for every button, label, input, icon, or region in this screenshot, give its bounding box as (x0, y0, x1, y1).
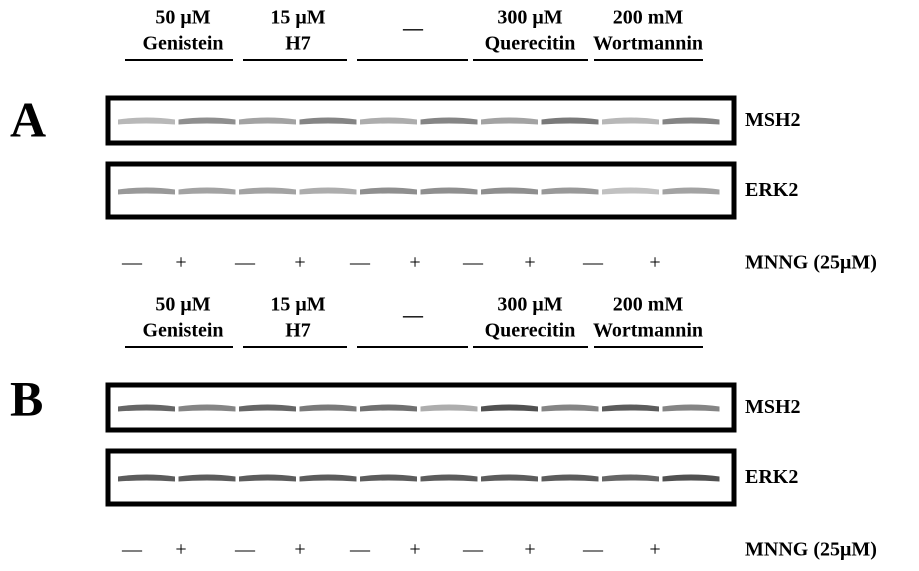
treatment-sign: — (462, 252, 484, 274)
band (542, 118, 599, 125)
band (300, 475, 357, 482)
treatment-sign: + (409, 539, 420, 561)
treatment-sign: — (234, 252, 256, 274)
treatment-sign: + (294, 252, 305, 274)
treatment-sign: + (175, 539, 186, 561)
band (360, 118, 417, 125)
band (300, 188, 357, 195)
band (239, 475, 296, 482)
group-drug: Wortmannin (593, 33, 703, 55)
treatment-sign: + (649, 252, 660, 274)
band (542, 475, 599, 482)
band (542, 188, 599, 195)
group-dose: 200 mM (613, 7, 684, 29)
band (360, 405, 417, 412)
treatment-sign: + (409, 252, 420, 274)
group-dose: 15 μM (270, 294, 325, 316)
group-drug: H7 (285, 33, 311, 55)
band (360, 188, 417, 195)
treatment-sign: — (349, 539, 371, 561)
panel: A 50 μM Genistein 15 μM H7 — 300 μM Querecitin 2… (10, 7, 877, 274)
band (300, 405, 357, 412)
treatment-sign: — (121, 252, 143, 274)
band (663, 118, 720, 125)
group-dose: 15 μM (270, 7, 325, 29)
group-dose: 300 μM (497, 7, 562, 29)
group-dose: 50 μM (155, 294, 210, 316)
panel-label: A (10, 91, 46, 147)
band (602, 405, 659, 412)
group-drug: Wortmannin (593, 320, 703, 342)
band (118, 188, 175, 195)
band (118, 405, 175, 412)
treatment-sign: — (349, 252, 371, 274)
band (663, 188, 720, 195)
band (663, 475, 720, 482)
panel: B 50 μM Genistein 15 μM H7 — 300 μM Querecitin 2… (10, 294, 877, 561)
group-dose: 200 mM (613, 294, 684, 316)
blot-label: MSH2 (745, 396, 801, 418)
band (239, 188, 296, 195)
treatment-sign: — (582, 539, 604, 561)
band (481, 475, 538, 482)
band (421, 188, 478, 195)
treatment-sign: — (582, 252, 604, 274)
band (118, 118, 175, 125)
band (239, 405, 296, 412)
group-drug: H7 (285, 320, 311, 342)
band (421, 118, 478, 125)
treatment-sign: — (121, 539, 143, 561)
band (300, 118, 357, 125)
band (663, 405, 720, 412)
group-drug: Genistein (142, 33, 223, 55)
treatment-label: MNNG (25μM) (745, 539, 877, 561)
group-drug: Querecitin (485, 320, 576, 342)
group-drug: Querecitin (485, 33, 576, 55)
group-dose: 50 μM (155, 7, 210, 29)
blot-label: ERK2 (745, 179, 798, 201)
band (602, 475, 659, 482)
treatment-sign: + (649, 539, 660, 561)
band (602, 118, 659, 125)
blot-label: ERK2 (745, 466, 798, 488)
group-drug: Genistein (142, 320, 223, 342)
treatment-sign: + (294, 539, 305, 561)
figure: A 50 μM Genistein 15 μM H7 — 300 μM Querecitin 2… (0, 0, 919, 571)
treatment-label: MNNG (25μM) (745, 252, 877, 274)
band (481, 405, 538, 412)
band (481, 118, 538, 125)
treatment-sign: — (462, 539, 484, 561)
band (179, 118, 236, 125)
panel-label: B (10, 370, 43, 426)
band (360, 475, 417, 482)
band (239, 118, 296, 125)
band (542, 405, 599, 412)
band (481, 188, 538, 195)
band (602, 188, 659, 195)
band (179, 405, 236, 412)
treatment-sign: + (524, 252, 535, 274)
band (118, 475, 175, 482)
treatment-sign: + (524, 539, 535, 561)
band (421, 475, 478, 482)
band (179, 475, 236, 482)
band (179, 188, 236, 195)
group-control: — (402, 18, 424, 40)
treatment-sign: — (234, 539, 256, 561)
band (421, 405, 478, 412)
treatment-sign: + (175, 252, 186, 274)
group-dose: 300 μM (497, 294, 562, 316)
group-control: — (402, 305, 424, 327)
blot-label: MSH2 (745, 109, 801, 131)
